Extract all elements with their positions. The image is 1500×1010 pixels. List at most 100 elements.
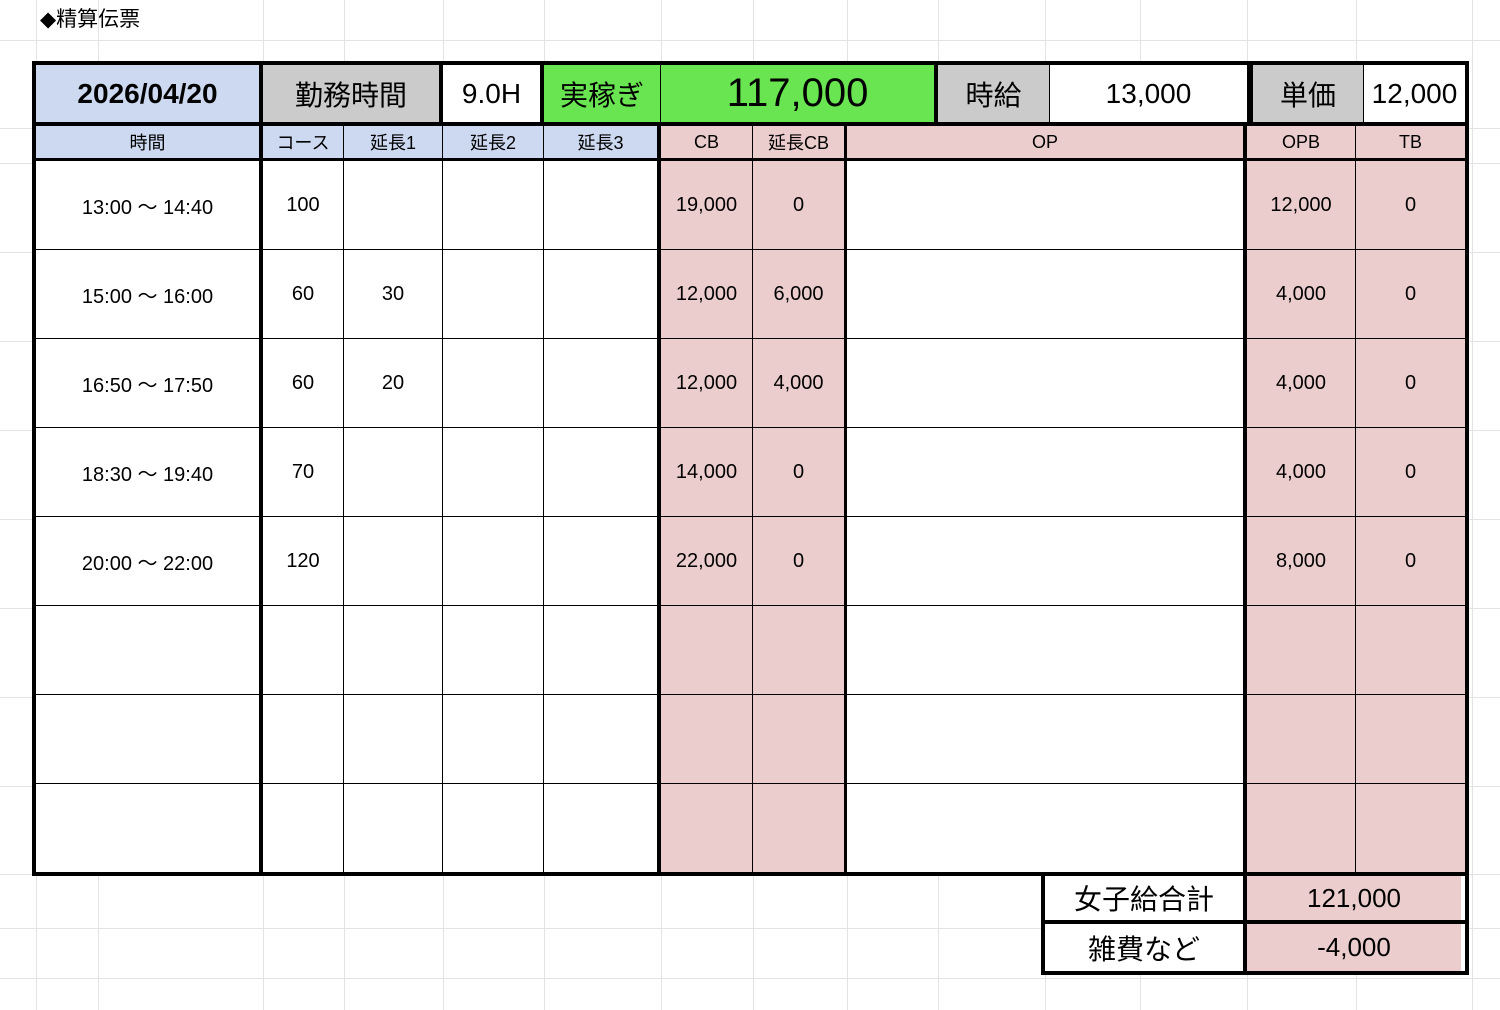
cell-cb[interactable]: 12,000 bbox=[661, 250, 753, 338]
cell-ext3[interactable] bbox=[544, 161, 661, 249]
col-header-ext1[interactable]: 延長1 bbox=[344, 126, 443, 158]
cell-ext-cb[interactable] bbox=[753, 606, 847, 694]
col-header-ext-cb[interactable]: 延長CB bbox=[753, 126, 847, 158]
cell-cb[interactable] bbox=[661, 695, 753, 783]
cell-expense-label[interactable]: 雑費など bbox=[1045, 924, 1247, 971]
cell-cb[interactable] bbox=[661, 784, 753, 872]
cell-course[interactable]: 60 bbox=[263, 339, 344, 427]
cell-ext2[interactable] bbox=[443, 695, 544, 783]
cell-course[interactable]: 120 bbox=[263, 517, 344, 605]
cell-course[interactable]: 60 bbox=[263, 250, 344, 338]
cell-ext-cb[interactable] bbox=[753, 784, 847, 872]
cell-opb[interactable] bbox=[1247, 784, 1356, 872]
cell-ext3[interactable] bbox=[544, 339, 661, 427]
cell-ext3[interactable] bbox=[544, 606, 661, 694]
cell-ext1[interactable] bbox=[344, 695, 443, 783]
cell-op[interactable] bbox=[847, 161, 1247, 249]
col-header-tb[interactable]: TB bbox=[1356, 126, 1465, 158]
cell-op[interactable] bbox=[847, 606, 1247, 694]
cell-ext3[interactable] bbox=[544, 695, 661, 783]
cell-ext2[interactable] bbox=[443, 606, 544, 694]
col-header-ext2[interactable]: 延長2 bbox=[443, 126, 544, 158]
cell-opb[interactable]: 8,000 bbox=[1247, 517, 1356, 605]
cell-time[interactable]: 13:00 ～ 14:40 bbox=[36, 161, 263, 249]
cell-cb[interactable]: 12,000 bbox=[661, 339, 753, 427]
cell-date[interactable]: 2026/04/20 bbox=[36, 65, 263, 122]
cell-ext1[interactable] bbox=[344, 517, 443, 605]
cell-time[interactable]: 16:50 ～ 17:50 bbox=[36, 339, 263, 427]
cell-ext1[interactable]: 30 bbox=[344, 250, 443, 338]
cell-op[interactable] bbox=[847, 250, 1247, 338]
cell-hourly-wage-label[interactable]: 時給 bbox=[938, 65, 1050, 122]
cell-work-time-label[interactable]: 勤務時間 bbox=[263, 65, 443, 122]
cell-tb[interactable]: 0 bbox=[1356, 517, 1465, 605]
cell-course[interactable] bbox=[263, 606, 344, 694]
cell-tb[interactable]: 0 bbox=[1356, 428, 1465, 516]
cell-tb[interactable]: 0 bbox=[1356, 339, 1465, 427]
cell-course[interactable] bbox=[263, 784, 344, 872]
cell-op[interactable] bbox=[847, 517, 1247, 605]
cell-ext3[interactable] bbox=[544, 250, 661, 338]
cell-op[interactable] bbox=[847, 784, 1247, 872]
cell-ext2[interactable] bbox=[443, 428, 544, 516]
cell-time[interactable]: 18:30 ～ 19:40 bbox=[36, 428, 263, 516]
cell-cb[interactable]: 14,000 bbox=[661, 428, 753, 516]
cell-work-time-value[interactable]: 9.0H bbox=[443, 65, 544, 122]
cell-ext1[interactable]: 20 bbox=[344, 339, 443, 427]
cell-ext2[interactable] bbox=[443, 339, 544, 427]
cell-course[interactable]: 100 bbox=[263, 161, 344, 249]
cell-ext-cb[interactable]: 0 bbox=[753, 517, 847, 605]
cell-ext3[interactable] bbox=[544, 428, 661, 516]
cell-opb[interactable]: 4,000 bbox=[1247, 428, 1356, 516]
col-header-op[interactable]: OP bbox=[847, 126, 1247, 158]
cell-opb[interactable]: 4,000 bbox=[1247, 339, 1356, 427]
cell-total-value[interactable]: 121,000 bbox=[1247, 876, 1461, 920]
cell-ext3[interactable] bbox=[544, 784, 661, 872]
cell-cb[interactable]: 19,000 bbox=[661, 161, 753, 249]
cell-course[interactable] bbox=[263, 695, 344, 783]
cell-tb[interactable] bbox=[1356, 784, 1465, 872]
cell-ext2[interactable] bbox=[443, 784, 544, 872]
cell-ext1[interactable] bbox=[344, 784, 443, 872]
cell-ext3[interactable] bbox=[544, 517, 661, 605]
cell-ext1[interactable] bbox=[344, 428, 443, 516]
cell-course[interactable]: 70 bbox=[263, 428, 344, 516]
cell-op[interactable] bbox=[847, 428, 1247, 516]
cell-ext-cb[interactable]: 0 bbox=[753, 161, 847, 249]
cell-ext-cb[interactable]: 0 bbox=[753, 428, 847, 516]
cell-ext-cb[interactable]: 4,000 bbox=[753, 339, 847, 427]
cell-time[interactable] bbox=[36, 606, 263, 694]
col-header-time[interactable]: 時間 bbox=[36, 126, 263, 158]
cell-cb[interactable]: 22,000 bbox=[661, 517, 753, 605]
cell-ext2[interactable] bbox=[443, 250, 544, 338]
cell-expense-value[interactable]: -4,000 bbox=[1247, 924, 1461, 971]
cell-opb[interactable]: 12,000 bbox=[1247, 161, 1356, 249]
cell-ext2[interactable] bbox=[443, 161, 544, 249]
cell-time[interactable] bbox=[36, 784, 263, 872]
cell-earnings-value[interactable]: 117,000 bbox=[661, 65, 938, 122]
cell-tb[interactable] bbox=[1356, 695, 1465, 783]
cell-op[interactable] bbox=[847, 695, 1247, 783]
cell-tb[interactable]: 0 bbox=[1356, 250, 1465, 338]
cell-hourly-wage-value[interactable]: 13,000 bbox=[1050, 65, 1253, 122]
cell-earnings-label[interactable]: 実稼ぎ bbox=[544, 65, 661, 122]
col-header-opb[interactable]: OPB bbox=[1247, 126, 1356, 158]
cell-opb[interactable] bbox=[1247, 695, 1356, 783]
cell-op[interactable] bbox=[847, 339, 1247, 427]
cell-time[interactable]: 20:00 ～ 22:00 bbox=[36, 517, 263, 605]
cell-tb[interactable] bbox=[1356, 606, 1465, 694]
cell-ext1[interactable] bbox=[344, 606, 443, 694]
col-header-cb[interactable]: CB bbox=[661, 126, 753, 158]
cell-ext-cb[interactable] bbox=[753, 695, 847, 783]
cell-ext2[interactable] bbox=[443, 517, 544, 605]
cell-opb[interactable]: 4,000 bbox=[1247, 250, 1356, 338]
cell-ext-cb[interactable]: 6,000 bbox=[753, 250, 847, 338]
cell-time[interactable]: 15:00 ～ 16:00 bbox=[36, 250, 263, 338]
col-header-ext3[interactable]: 延長3 bbox=[544, 126, 661, 158]
cell-time[interactable] bbox=[36, 695, 263, 783]
cell-opb[interactable] bbox=[1247, 606, 1356, 694]
cell-unit-price-value[interactable]: 12,000 bbox=[1364, 65, 1465, 122]
cell-total-label[interactable]: 女子給合計 bbox=[1045, 876, 1247, 920]
cell-tb[interactable]: 0 bbox=[1356, 161, 1465, 249]
cell-cb[interactable] bbox=[661, 606, 753, 694]
